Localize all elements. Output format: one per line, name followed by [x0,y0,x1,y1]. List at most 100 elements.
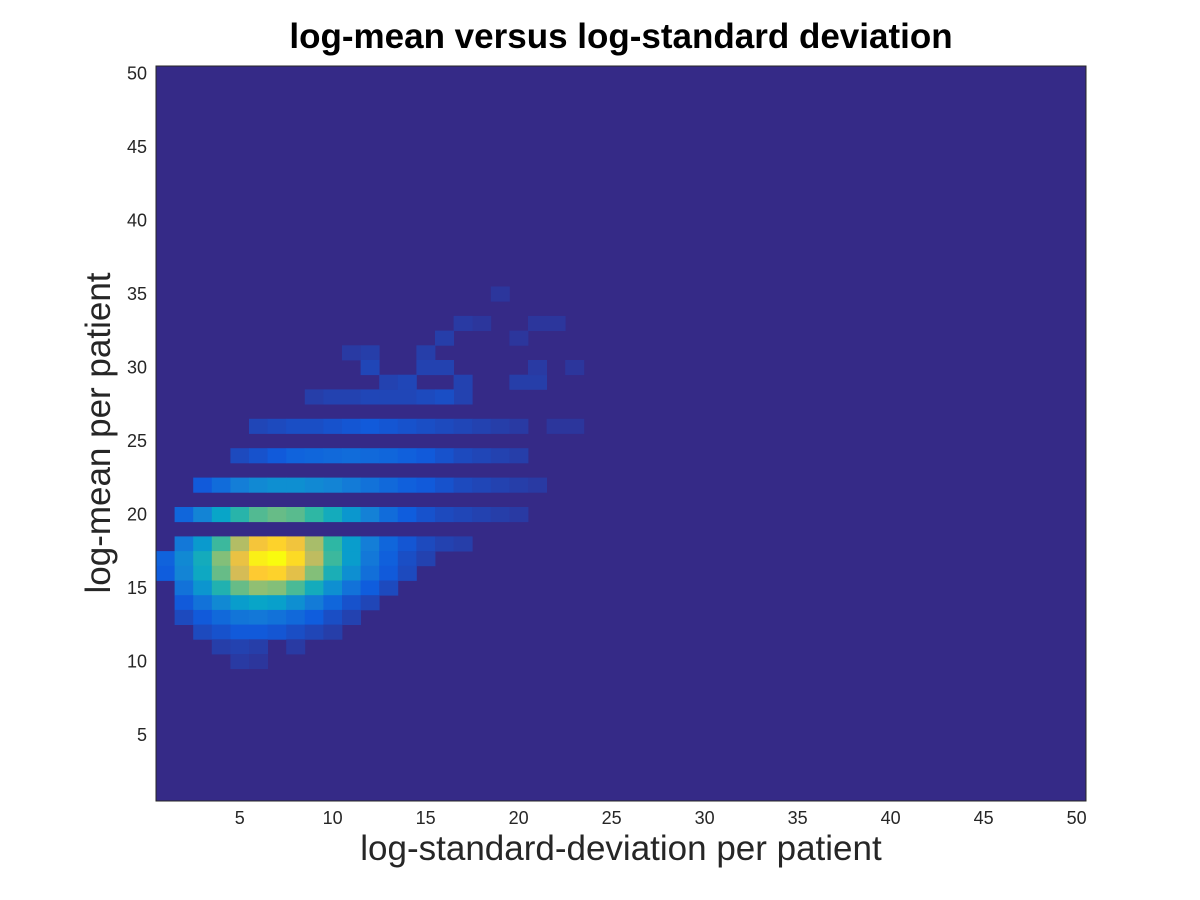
y-tick-label: 50 [127,63,147,83]
heatmap-cell [360,551,380,567]
heatmap-cell [360,595,380,611]
x-tick-label: 25 [602,808,622,828]
heatmap-cell [397,536,417,552]
heatmap-cell [323,507,343,523]
heatmap-cell [174,595,194,611]
heatmap-cell [230,580,250,596]
heatmap-cell [360,389,380,405]
y-tick-label: 40 [127,210,147,230]
heatmap-cell [230,609,250,625]
heatmap-cell [416,360,436,376]
heatmap-cell [323,448,343,464]
heatmap-cell [379,551,399,567]
heatmap-cell [193,595,213,611]
heatmap-cell [360,448,380,464]
heatmap-cell [286,448,306,464]
heatmap-cell [416,389,436,405]
heatmap-cell [379,580,399,596]
heatmap-cell [304,507,324,523]
heatmap-cell [193,624,213,640]
heatmap-cell [211,639,231,655]
heatmap-cell [416,551,436,567]
y-tick-label: 20 [127,504,147,524]
heatmap-cell [397,418,417,434]
heatmap-cell [490,418,510,434]
plot-frame [155,65,1087,802]
heatmap-cell [342,507,361,523]
heatmap-cell [286,580,306,596]
heatmap-cell [267,418,287,434]
heatmap-cell [528,315,547,331]
y-tick-label: 30 [127,357,147,377]
heatmap-cell [286,477,306,493]
x-tick-label: 50 [1067,808,1087,828]
heatmap-cell [230,477,250,493]
heatmap-cell [435,536,454,552]
heatmap-cell [249,448,268,464]
heatmap-cell [360,565,380,581]
heatmap-cell [230,565,250,581]
heatmap-cell [211,536,231,552]
heatmap-cell [286,536,306,552]
heatmap-cell [174,507,194,523]
heatmap-cell [342,418,361,434]
heatmap-cell [379,418,399,434]
heatmap-cell [267,551,287,567]
heatmap-cell [342,609,361,625]
heatmap-cell [249,418,268,434]
heatmap-cell [435,360,454,376]
heatmap-cell [379,374,399,390]
heatmap-cell [435,477,454,493]
heatmap-cell [323,609,343,625]
heatmap-cell [286,507,306,523]
heatmap-cell [211,624,231,640]
heatmap-cell [249,609,268,625]
heatmap-cell [304,565,324,581]
heatmap-cell [397,448,417,464]
heatmap-cell [342,595,361,611]
heatmap-cell [490,507,510,523]
x-tick-label: 35 [788,808,808,828]
heatmap-cell [342,551,361,567]
heatmap-cell [211,477,231,493]
heatmap-cell [267,609,287,625]
x-axis-ticks: 5 10 15 20 25 30 35 40 45 50 [235,808,1087,828]
heatmap-cell [267,477,287,493]
heatmap-cell [342,389,361,405]
heatmap-cell [490,448,510,464]
x-tick-label: 40 [881,808,901,828]
heatmap-cell [156,565,175,581]
heatmap-cell [304,551,324,567]
heatmap-cell [416,507,436,523]
heatmap-cell [453,418,473,434]
heatmap-cell [267,448,287,464]
heatmap-cell [304,536,324,552]
heatmap-cell [360,345,380,361]
heatmap-cell [267,565,287,581]
heatmap-cell [323,624,343,640]
heatmap-cell [304,580,324,596]
y-tick-label: 45 [127,137,147,157]
heatmap-cell [379,536,399,552]
heatmap-cell [249,507,268,523]
y-axis-label: log-mean per patient [79,272,118,593]
heatmap-cell [286,595,306,611]
heatmap-cell [304,624,324,640]
heatmap-cell [323,580,343,596]
heatmap-cell [509,448,529,464]
heatmap-cell [342,565,361,581]
heatmap-cell [342,448,361,464]
heatmap-cell [323,595,343,611]
heatmap-cell [435,330,454,346]
heatmap-cell [286,551,306,567]
heatmap-cell [304,609,324,625]
heatmap-cell [193,536,213,552]
heatmap-cell [453,477,473,493]
heatmap-cell [379,507,399,523]
heatmap-cell [472,448,492,464]
heatmap-cell [509,477,529,493]
heatmap-cell [453,389,473,405]
heatmap-cell [286,418,306,434]
